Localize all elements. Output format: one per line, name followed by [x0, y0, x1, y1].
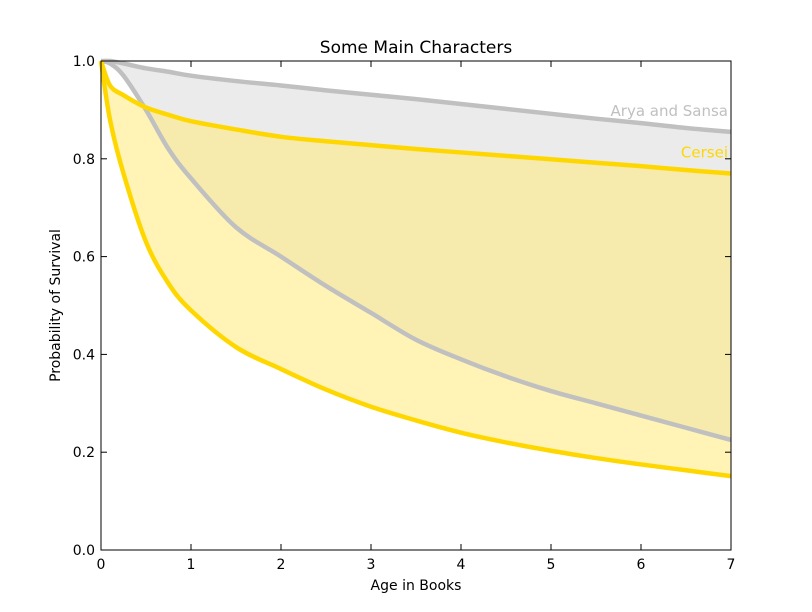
y-tick-label: 0.8 [73, 152, 95, 168]
x-tick-label: 1 [187, 557, 196, 573]
y-axis-label: Probability of Survival [48, 229, 64, 382]
series-label-arya-and-sansa: Arya and Sansa [611, 102, 728, 120]
lower-line-cersei [98, 60, 732, 479]
x-tick-label: 6 [637, 557, 646, 573]
y-tick-label: 0.6 [73, 250, 95, 266]
y-tick-label: 0.0 [73, 543, 95, 559]
upper-line-cersei [98, 60, 732, 176]
x-tick-label: 4 [457, 557, 466, 573]
confidence-bands [101, 60, 731, 477]
upper-line-arya-and-sansa [100, 58, 732, 135]
x-tick-label: 0 [97, 557, 106, 573]
x-axis-label: Age in Books [371, 578, 462, 594]
x-tick-label: 2 [277, 557, 286, 573]
x-tick-label: 3 [367, 557, 376, 573]
y-tick-label: 0.4 [73, 347, 95, 363]
series-label-cersei: Cersei [681, 143, 728, 161]
chart-title: Some Main Characters [320, 38, 513, 58]
x-tick-label: 7 [727, 557, 736, 573]
y-tick-label: 1.0 [73, 54, 95, 70]
band-edge-lines [98, 58, 732, 479]
axis-ticks: 0 1 2 3 4 5 6 7 0.0 0.2 0.4 0.6 0.8 1.0 [73, 54, 736, 573]
plot-frame [100, 60, 732, 551]
band-cersei [101, 61, 731, 477]
x-tick-label: 5 [547, 557, 556, 573]
y-tick-label: 0.2 [73, 445, 95, 461]
series-labels: Arya and Sansa Cersei [611, 102, 728, 162]
